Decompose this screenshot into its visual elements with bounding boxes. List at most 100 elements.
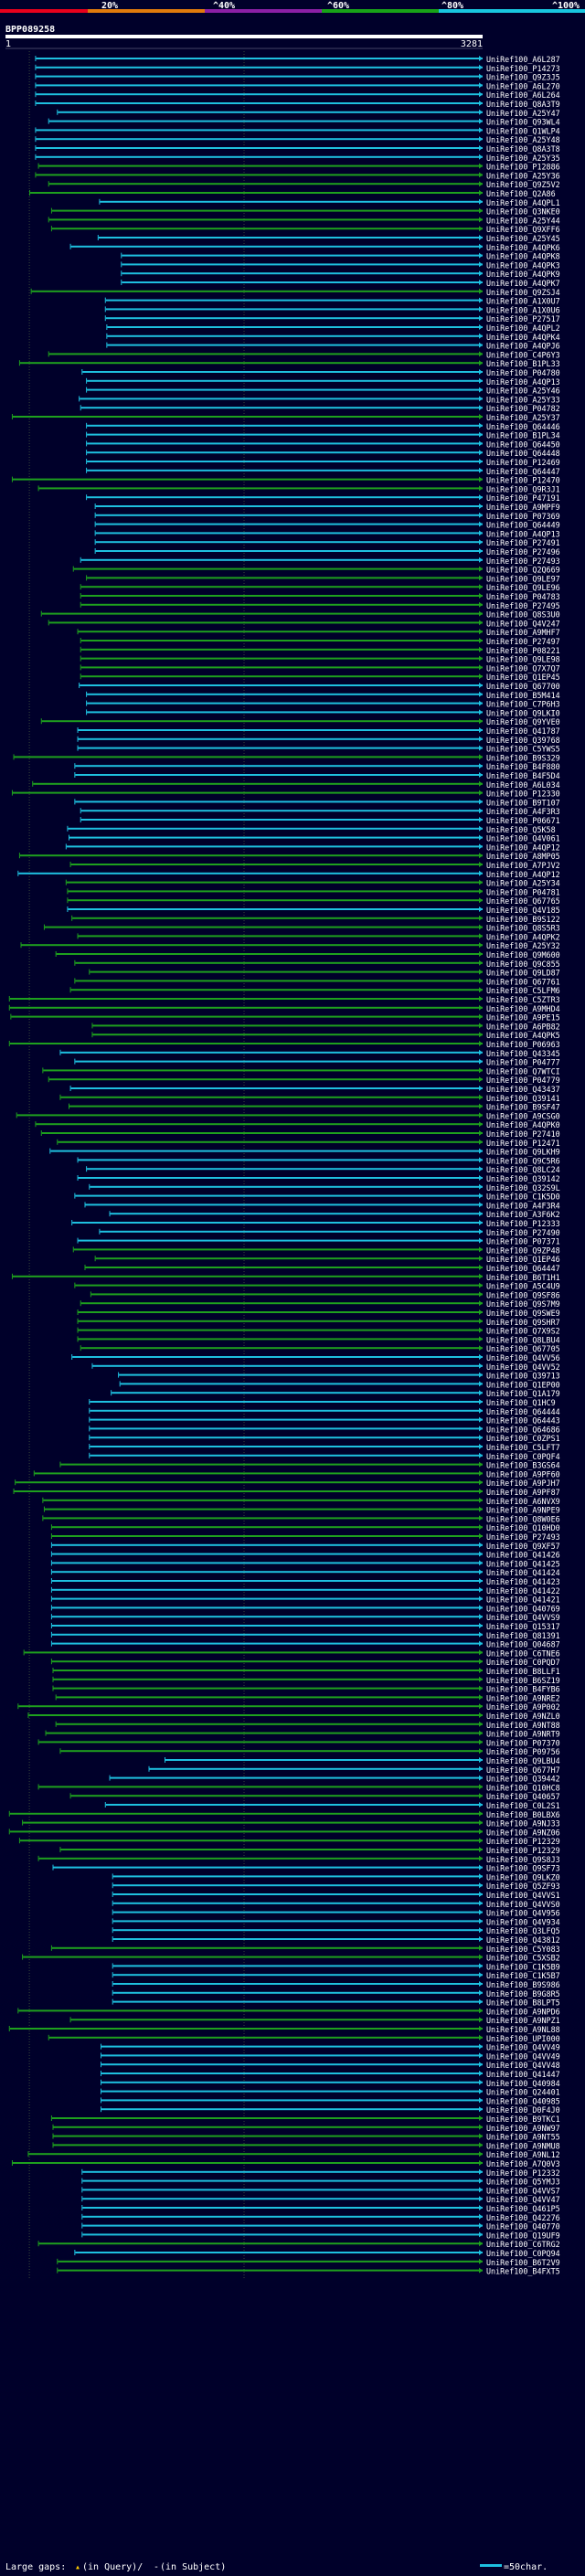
hit-label[interactable]: UniRef100_Q9LE96 xyxy=(486,583,560,592)
hit-label[interactable]: UniRef100_P06963 xyxy=(486,1040,560,1049)
hit-label[interactable]: UniRef100_A4QPK0 xyxy=(486,1120,560,1129)
hit-label[interactable]: UniRef100_Q8S3U0 xyxy=(486,610,560,620)
hit-label[interactable]: UniRef100_A4QPK9 xyxy=(486,270,560,279)
hit-label[interactable]: UniRef100_Q3LFQ5 xyxy=(486,1926,560,1935)
hit-label[interactable]: UniRef100_Q9SF73 xyxy=(486,1864,560,1873)
hit-label[interactable]: UniRef100_A25Y47 xyxy=(486,109,560,118)
hit-label[interactable]: UniRef100_C1K5B9 xyxy=(486,1962,560,1971)
hit-label[interactable]: UniRef100_P27493 xyxy=(486,1532,560,1542)
hit-label[interactable]: UniRef100_P12329 xyxy=(486,1846,560,1855)
hit-label[interactable]: UniRef100_P12471 xyxy=(486,1139,560,1148)
hit-label[interactable]: UniRef100_A25Y32 xyxy=(486,941,560,950)
hit-label[interactable]: UniRef100_Q1EP00 xyxy=(486,1380,560,1389)
hit-label[interactable]: UniRef100_Q8W0E6 xyxy=(486,1514,560,1523)
hit-label[interactable]: UniRef100_A25Y36 xyxy=(486,171,560,180)
hit-label[interactable]: UniRef100_A25Y33 xyxy=(486,395,560,404)
hit-label[interactable]: UniRef100_A25Y37 xyxy=(486,413,560,422)
hit-label[interactable]: UniRef100_P04779 xyxy=(486,1076,560,1085)
hit-label[interactable]: UniRef100_C5ZTR3 xyxy=(486,995,560,1004)
hit-label[interactable]: UniRef100_Q4VV49 xyxy=(486,2051,560,2061)
hit-label[interactable]: UniRef100_Q39141 xyxy=(486,1094,560,1103)
hit-label[interactable]: UniRef100_P14273 xyxy=(486,64,560,73)
hit-label[interactable]: UniRef100_A9NMU8 xyxy=(486,2141,560,2150)
hit-label[interactable]: UniRef100_P07371 xyxy=(486,1237,560,1246)
hit-label[interactable]: UniRef100_Q64446 xyxy=(486,422,560,431)
hit-label[interactable]: UniRef100_Q10HC8 xyxy=(486,1783,560,1792)
hit-label[interactable]: UniRef100_Q1A179 xyxy=(486,1389,560,1398)
hit-label[interactable]: UniRef100_Q1EP45 xyxy=(486,673,560,682)
hit-label[interactable]: UniRef100_P27517 xyxy=(486,314,560,323)
hit-label[interactable]: UniRef100_Q7WTCI xyxy=(486,1066,560,1076)
hit-label[interactable]: UniRef100_Q64447 xyxy=(486,1264,560,1273)
hit-label[interactable]: UniRef100_A9PJH7 xyxy=(486,1479,560,1488)
hit-label[interactable]: UniRef100_Q4VVS0 xyxy=(486,1900,560,1909)
hit-label[interactable]: UniRef100_A4QPK3 xyxy=(486,260,560,270)
hit-label[interactable]: UniRef100_Q461P5 xyxy=(486,2204,560,2213)
hit-label[interactable]: UniRef100_Q64443 xyxy=(486,1416,560,1426)
hit-label[interactable]: UniRef100_Q4V185 xyxy=(486,906,560,915)
hit-label[interactable]: UniRef100_A4F3R3 xyxy=(486,807,560,816)
hit-label[interactable]: UniRef100_Q10HD0 xyxy=(486,1523,560,1532)
hit-label[interactable]: UniRef100_D0F4J0 xyxy=(486,2105,560,2115)
hit-label[interactable]: UniRef100_Q4VV56 xyxy=(486,1353,560,1362)
hit-label[interactable]: UniRef100_Q15317 xyxy=(486,1622,560,1631)
hit-label[interactable]: UniRef100_A4QPL2 xyxy=(486,323,560,333)
hit-label[interactable]: UniRef100_B8LPT5 xyxy=(486,1998,560,2008)
hit-label[interactable]: UniRef100_A9CSG0 xyxy=(486,1111,560,1120)
hit-label[interactable]: UniRef100_Q9C5R6 xyxy=(486,1156,560,1165)
hit-label[interactable]: UniRef100_A4QP13 xyxy=(486,377,560,387)
hit-label[interactable]: UniRef100_P12330 xyxy=(486,790,560,799)
hit-label[interactable]: UniRef100_A4QPK5 xyxy=(486,1031,560,1040)
hit-label[interactable]: UniRef100_P12333 xyxy=(486,1219,560,1228)
hit-label[interactable]: UniRef100_C5YWS5 xyxy=(486,745,560,754)
hit-label[interactable]: UniRef100_Q3NKE0 xyxy=(486,207,560,217)
hit-label[interactable]: UniRef100_A4QPK4 xyxy=(486,333,560,342)
hit-label[interactable]: UniRef100_Q9LE97 xyxy=(486,574,560,583)
hit-label[interactable]: UniRef100_P04780 xyxy=(486,368,560,377)
hit-label[interactable]: UniRef100_Q67765 xyxy=(486,896,560,906)
hit-label[interactable]: UniRef100_Q9ZP48 xyxy=(486,1246,560,1255)
hit-label[interactable]: UniRef100_B9S329 xyxy=(486,753,560,762)
hit-label[interactable]: UniRef100_B9S122 xyxy=(486,915,560,924)
hit-label[interactable]: UniRef100_B1PL34 xyxy=(486,431,560,440)
hit-label[interactable]: UniRef100_B3GS64 xyxy=(486,1461,560,1470)
hit-label[interactable]: UniRef100_Q9LBU4 xyxy=(486,1756,560,1765)
hit-label[interactable]: UniRef100_B9S986 xyxy=(486,1980,560,1989)
hit-label[interactable]: UniRef100_Q9M600 xyxy=(486,950,560,959)
hit-label[interactable]: UniRef100_Q41425 xyxy=(486,1559,560,1568)
hit-label[interactable]: UniRef100_A6L270 xyxy=(486,81,560,90)
hit-label[interactable]: UniRef100_Q43437 xyxy=(486,1085,560,1094)
hit-label[interactable]: UniRef100_Q4VVS9 xyxy=(486,1613,560,1622)
hit-label[interactable]: UniRef100_A9NZ06 xyxy=(486,1828,560,1837)
hit-label[interactable]: UniRef100_P27490 xyxy=(486,1228,560,1237)
hit-label[interactable]: UniRef100_A4QPK7 xyxy=(486,279,560,288)
hit-label[interactable]: UniRef100_A9NL12 xyxy=(486,2150,560,2159)
hit-label[interactable]: UniRef100_Q39142 xyxy=(486,1174,560,1183)
hit-label[interactable]: UniRef100_C5Y083 xyxy=(486,1945,560,1954)
hit-label[interactable]: UniRef100_A6L034 xyxy=(486,780,560,790)
hit-label[interactable]: UniRef100_C6TRG2 xyxy=(486,2240,560,2249)
hit-label[interactable]: UniRef100_Q40985 xyxy=(486,2096,560,2105)
hit-label[interactable]: UniRef100_P04783 xyxy=(486,592,560,601)
hit-label[interactable]: UniRef100_B6SZ19 xyxy=(486,1676,560,1685)
hit-label[interactable]: UniRef100_Q40657 xyxy=(486,1792,560,1801)
hit-label[interactable]: UniRef100_Q43812 xyxy=(486,1935,560,1945)
hit-label[interactable]: UniRef100_C6TNE6 xyxy=(486,1648,560,1658)
hit-label[interactable]: UniRef100_B9G8R5 xyxy=(486,1989,560,1998)
hit-label[interactable]: UniRef100_Q4V247 xyxy=(486,619,560,628)
hit-label[interactable]: UniRef100_C0ZPS1 xyxy=(486,1434,560,1443)
hit-label[interactable]: UniRef100_C0PQD7 xyxy=(486,1658,560,1667)
hit-label[interactable]: UniRef100_A9MPF9 xyxy=(486,503,560,512)
hit-label[interactable]: UniRef100_P12332 xyxy=(486,2168,560,2178)
hit-label[interactable]: UniRef100_P27496 xyxy=(486,547,560,557)
hit-label[interactable]: UniRef100_P12469 xyxy=(486,458,560,467)
hit-label[interactable]: UniRef100_A9NT55 xyxy=(486,2133,560,2142)
hit-label[interactable]: UniRef100_Q42276 xyxy=(486,2213,560,2222)
hit-label[interactable]: UniRef100_B6T2V9 xyxy=(486,2258,560,2267)
hit-label[interactable]: UniRef100_A5C4U9 xyxy=(486,1282,560,1291)
hit-label[interactable]: UniRef100_P06671 xyxy=(486,816,560,825)
hit-label[interactable]: UniRef100_A4QPK6 xyxy=(486,243,560,252)
hit-label[interactable]: UniRef100_C1K5B7 xyxy=(486,1971,560,1980)
hit-label[interactable]: UniRef100_A9P002 xyxy=(486,1702,560,1712)
hit-label[interactable]: UniRef100_Q67761 xyxy=(486,977,560,986)
